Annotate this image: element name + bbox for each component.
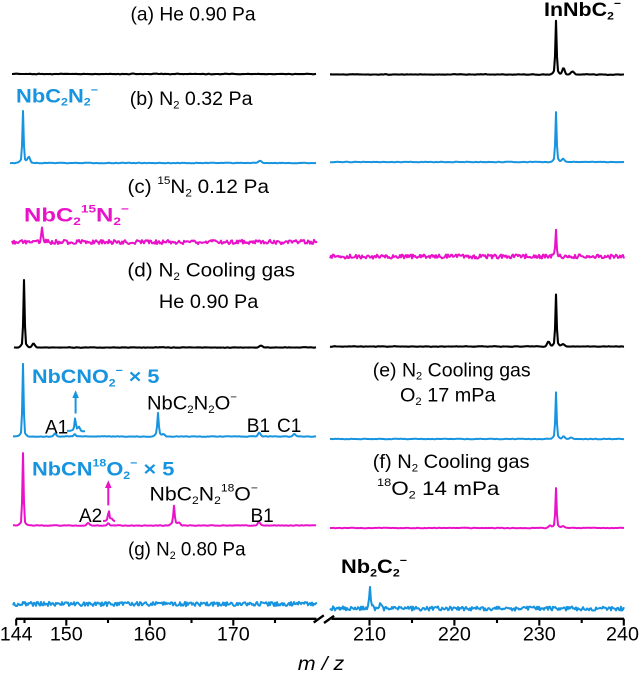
svg-text:m / z: m / z [298, 654, 344, 673]
svg-text:210: 210 [353, 624, 386, 646]
svg-text:220: 220 [438, 624, 471, 646]
svg-text:240: 240 [606, 624, 639, 646]
svg-text:(g) N2​ 0.80 Pa: (g) N2​ 0.80 Pa [128, 539, 246, 561]
svg-text:NbC2​N2​O−​: NbC2​N2​O−​ [147, 392, 237, 416]
svg-text:NbCN18​O2​−​ × 5: NbCN18​O2​−​ × 5 [32, 457, 174, 481]
svg-text:(e) N2​ Cooling gas: (e) N2​ Cooling gas [373, 361, 531, 383]
svg-text:B1: B1 [251, 506, 274, 527]
svg-text:230: 230 [523, 624, 556, 646]
svg-text:170: 170 [217, 624, 250, 646]
svg-text:NbC2​N2​18​O−​: NbC2​N2​18​O−​ [150, 483, 259, 507]
svg-text:18​O2​ 14 mPa: 18​O2​ 14 mPa [377, 476, 500, 501]
svg-text:O2​ 17 mPa: O2​ 17 mPa [400, 385, 496, 408]
svg-text:(d) N2​ Cooling gas: (d) N2​ Cooling gas [127, 260, 295, 282]
svg-text:A2: A2 [79, 506, 102, 527]
svg-text:NbCNO2​−​ × 5: NbCNO2​−​ × 5 [32, 366, 159, 390]
svg-text:(b) N2​ 0.32 Pa: (b) N2​ 0.32 Pa [130, 89, 253, 111]
svg-text:A1: A1 [45, 418, 68, 439]
svg-text:150: 150 [50, 624, 83, 646]
svg-text:B1: B1 [247, 416, 270, 437]
svg-text:(a) He 0.90 Pa: (a) He 0.90 Pa [131, 4, 256, 25]
svg-text:(c) 15​N2​ 0.12 Pa: (c) 15​N2​ 0.12 Pa [128, 175, 270, 199]
svg-text:He 0.90 Pa: He 0.90 Pa [159, 291, 259, 312]
svg-text:C1: C1 [277, 416, 301, 437]
svg-text:NbC2​15​N2​−​: NbC2​15​N2​−​ [24, 203, 129, 228]
svg-text:(f) N2​ Cooling gas: (f) N2​ Cooling gas [373, 451, 530, 474]
svg-text:InNbC2​−​: InNbC2​−​ [544, 0, 621, 22]
svg-text:Nb2​C2​−​: Nb2​C2​−​ [341, 555, 407, 579]
svg-text:144: 144 [0, 625, 33, 646]
svg-text:160: 160 [133, 624, 166, 646]
svg-text:NbC2​N2​−​: NbC2​N2​−​ [16, 84, 98, 108]
